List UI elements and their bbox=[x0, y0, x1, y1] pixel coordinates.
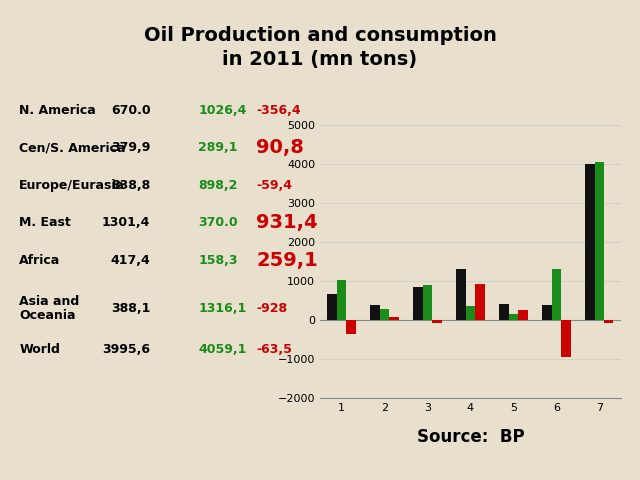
Bar bbox=[413, 288, 422, 320]
Bar bbox=[552, 269, 561, 320]
Bar bbox=[389, 317, 399, 320]
Text: 4059,1: 4059,1 bbox=[198, 343, 247, 356]
Bar bbox=[595, 162, 604, 320]
Bar bbox=[509, 314, 518, 320]
Bar bbox=[432, 320, 442, 323]
Text: 1301,4: 1301,4 bbox=[102, 216, 150, 229]
Text: 838,8: 838,8 bbox=[111, 179, 150, 192]
Text: 3995,6: 3995,6 bbox=[102, 343, 150, 356]
Text: 259,1: 259,1 bbox=[256, 251, 317, 270]
Text: -63,5: -63,5 bbox=[256, 343, 292, 356]
Bar bbox=[466, 306, 475, 320]
Bar bbox=[422, 285, 432, 320]
Text: 158,3: 158,3 bbox=[198, 253, 238, 267]
Text: 90,8: 90,8 bbox=[256, 138, 304, 157]
Text: 388,1: 388,1 bbox=[111, 301, 150, 315]
Text: Oil Production and consumption
in 2011 (mn tons): Oil Production and consumption in 2011 (… bbox=[143, 26, 497, 69]
Bar bbox=[456, 269, 466, 320]
Text: Asia and
Oceania: Asia and Oceania bbox=[19, 295, 79, 322]
Bar bbox=[542, 305, 552, 320]
Text: 379,9: 379,9 bbox=[111, 141, 150, 155]
Text: 670.0: 670.0 bbox=[111, 104, 150, 117]
Text: 1316,1: 1316,1 bbox=[198, 301, 246, 315]
Bar bbox=[327, 294, 337, 320]
Text: 417,4: 417,4 bbox=[111, 253, 150, 267]
Text: M. East: M. East bbox=[19, 216, 71, 229]
Text: Cen/S. America: Cen/S. America bbox=[19, 141, 125, 155]
Bar bbox=[561, 320, 570, 357]
Text: -59,4: -59,4 bbox=[256, 179, 292, 192]
Bar bbox=[380, 309, 389, 320]
Bar bbox=[475, 284, 484, 320]
Bar bbox=[585, 164, 595, 320]
Text: World: World bbox=[19, 343, 60, 356]
Bar bbox=[337, 280, 346, 320]
Text: 898,2: 898,2 bbox=[198, 179, 238, 192]
Text: 370.0: 370.0 bbox=[198, 216, 238, 229]
Bar bbox=[346, 320, 356, 334]
Text: Europe/Eurasia: Europe/Eurasia bbox=[19, 179, 125, 192]
Bar bbox=[518, 310, 527, 320]
Text: 1026,4: 1026,4 bbox=[198, 104, 247, 117]
Text: Africa: Africa bbox=[19, 253, 60, 267]
Text: Source:  BP: Source: BP bbox=[417, 428, 524, 446]
Bar bbox=[604, 320, 614, 323]
Text: -928: -928 bbox=[256, 301, 287, 315]
Bar bbox=[371, 305, 380, 320]
Text: -356,4: -356,4 bbox=[256, 104, 301, 117]
Bar bbox=[499, 304, 509, 320]
Text: N. America: N. America bbox=[19, 104, 96, 117]
Text: 289,1: 289,1 bbox=[198, 141, 238, 155]
Text: 931,4: 931,4 bbox=[256, 213, 317, 232]
